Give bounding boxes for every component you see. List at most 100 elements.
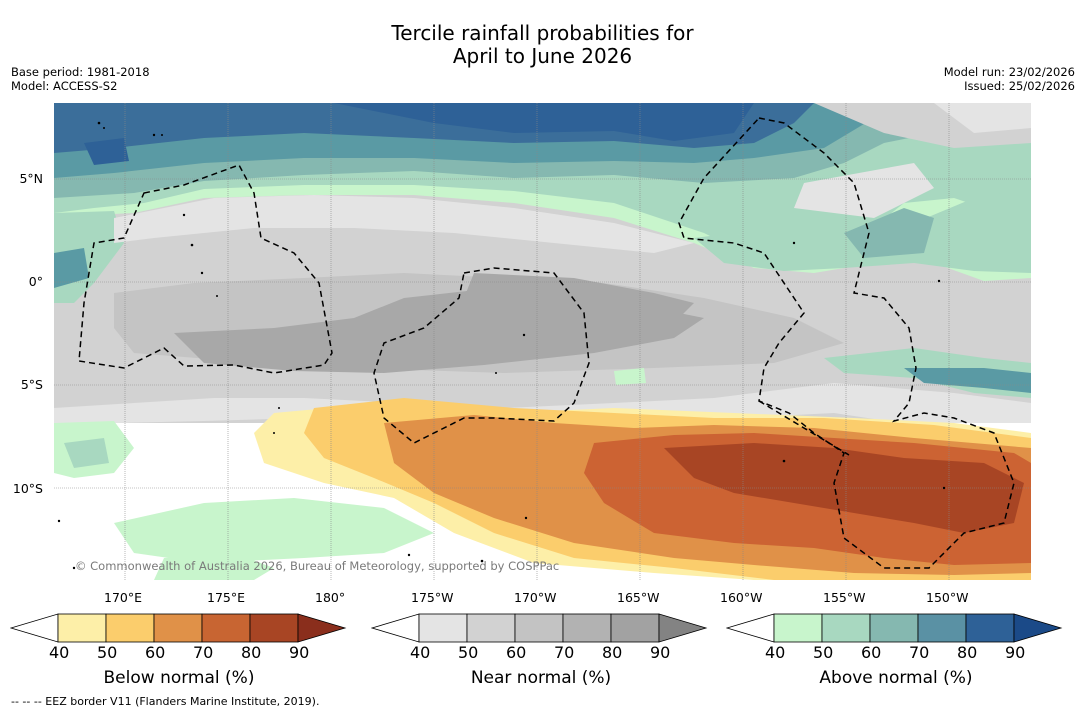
island-dot — [937, 279, 941, 283]
island-dot — [273, 432, 275, 434]
below-tick: 40 — [49, 643, 70, 662]
island-dot — [182, 213, 186, 217]
above-tick: 50 — [813, 643, 834, 662]
copyright-text: © Commonwealth of Australia 2026, Bureau… — [75, 559, 560, 573]
south-east-teal-band — [904, 368, 1031, 393]
island-dot — [152, 133, 156, 137]
island-dot — [57, 519, 61, 523]
grey-darker-east — [464, 273, 694, 323]
colorbar-near-normal — [371, 613, 708, 643]
eez-connector-1 — [758, 400, 850, 456]
near-tick: 40 — [410, 643, 431, 662]
island-dot — [792, 241, 796, 245]
below-overflow-triangle — [297, 613, 347, 643]
below-underflow-triangle — [10, 613, 59, 643]
above-colorbar-segment — [821, 613, 871, 643]
islands — [57, 121, 946, 570]
lon-label-170e: 170°E — [104, 590, 143, 605]
lon-label-155w: 155°W — [823, 590, 866, 605]
lon-label-160w: 160°W — [720, 590, 763, 605]
issued-date: Issued: 25/02/2026 — [964, 79, 1075, 93]
gridlines — [54, 103, 1031, 580]
lon-label-175w: 175°W — [411, 590, 454, 605]
lat-label-0: 0° — [28, 274, 43, 289]
above-tick: 40 — [765, 643, 786, 662]
island-dot — [782, 459, 786, 463]
island-dot — [190, 243, 194, 247]
below-tick: 50 — [97, 643, 118, 662]
colorbar-below-normal — [10, 613, 347, 643]
title-line-2: April to June 2026 — [452, 44, 633, 68]
legend-above-title: Above normal (%) — [819, 668, 973, 688]
island-dot — [524, 516, 528, 520]
below-tick: 70 — [193, 643, 214, 662]
title-line-1: Tercile rainfall probabilities for — [391, 21, 694, 45]
above-colorbar-segment — [773, 613, 823, 643]
island-dot — [522, 333, 526, 337]
island-dot — [216, 295, 218, 297]
above-overflow-triangle — [1013, 613, 1063, 643]
below-colorbar-segment — [153, 613, 203, 643]
eez-kiribati-line — [678, 117, 1015, 569]
island-dot — [942, 486, 946, 490]
eez-borders — [78, 117, 1015, 569]
meta-right: Model run: 23/02/2026 Issued: 25/02/2026 — [944, 65, 1075, 93]
above-tick: 70 — [909, 643, 930, 662]
meta-left: Base period: 1981-2018 Model: ACCESS-S2 — [11, 65, 150, 93]
south-green-pale-bottom — [154, 553, 274, 580]
island-dot — [97, 121, 101, 125]
chart-title: Tercile rainfall probabilities for April… — [0, 22, 1085, 68]
near-overflow-triangle — [658, 613, 708, 643]
above-tick: 80 — [957, 643, 978, 662]
model-run: Model run: 23/02/2026 — [943, 65, 1075, 79]
grey-light-band-south — [54, 383, 1031, 433]
eez-kiribati-phoenix — [373, 267, 590, 444]
below-tick: 90 — [289, 643, 310, 662]
east-green-band — [694, 188, 1031, 273]
near-colorbar-segment — [562, 613, 612, 643]
north-dark-blue-region — [334, 103, 754, 141]
lon-label-165w: 165°W — [617, 590, 660, 605]
near-underflow-triangle — [371, 613, 420, 643]
green-mid-patch — [64, 438, 109, 468]
near-tick: 50 — [458, 643, 479, 662]
lat-label-5s: 5°S — [20, 377, 43, 392]
blue-blob-west — [84, 138, 129, 165]
island-dot — [200, 271, 204, 275]
near-tick: 90 — [650, 643, 671, 662]
eez-footnote: -- -- -- EEZ border V11 (Flanders Marine… — [11, 695, 320, 708]
small-green-patch — [614, 368, 646, 385]
near-tick: 70 — [554, 643, 575, 662]
island-dot — [161, 134, 163, 136]
east-grey-light-patch — [794, 163, 934, 218]
above-colorbar-segment — [869, 613, 919, 643]
probability-map — [54, 103, 1031, 580]
island-dot — [480, 559, 484, 563]
lat-label-10s: 10°S — [12, 481, 43, 496]
near-tick: 60 — [506, 643, 527, 662]
below-colorbar-segment — [201, 613, 251, 643]
base-period: Base period: 1981-2018 — [11, 65, 150, 79]
south-green-pale-mid — [114, 498, 434, 563]
below-tick: 80 — [241, 643, 262, 662]
legend-below-title: Below normal (%) — [103, 668, 255, 688]
lon-label-180: 180° — [315, 590, 346, 605]
near-colorbar-segment — [418, 613, 468, 643]
island-dot — [495, 372, 497, 374]
near-colorbar-segment — [466, 613, 516, 643]
grey-light-band-north — [114, 195, 694, 253]
east-grey-top-light — [934, 103, 1031, 133]
below-tick: 60 — [145, 643, 166, 662]
above-colorbar-segment — [917, 613, 967, 643]
west-teal-patch — [54, 248, 89, 288]
island-dot — [103, 127, 105, 129]
model-name: Model: ACCESS-S2 — [11, 79, 118, 93]
below-colorbar-segment — [249, 613, 299, 643]
lon-label-150w: 150°W — [926, 590, 969, 605]
near-colorbar-segment — [514, 613, 564, 643]
below-colorbar-segment — [105, 613, 155, 643]
eez-kiribati-gilbert — [78, 164, 333, 374]
island-dot — [407, 553, 411, 557]
island-dot — [72, 566, 76, 570]
near-colorbar-segment — [610, 613, 660, 643]
